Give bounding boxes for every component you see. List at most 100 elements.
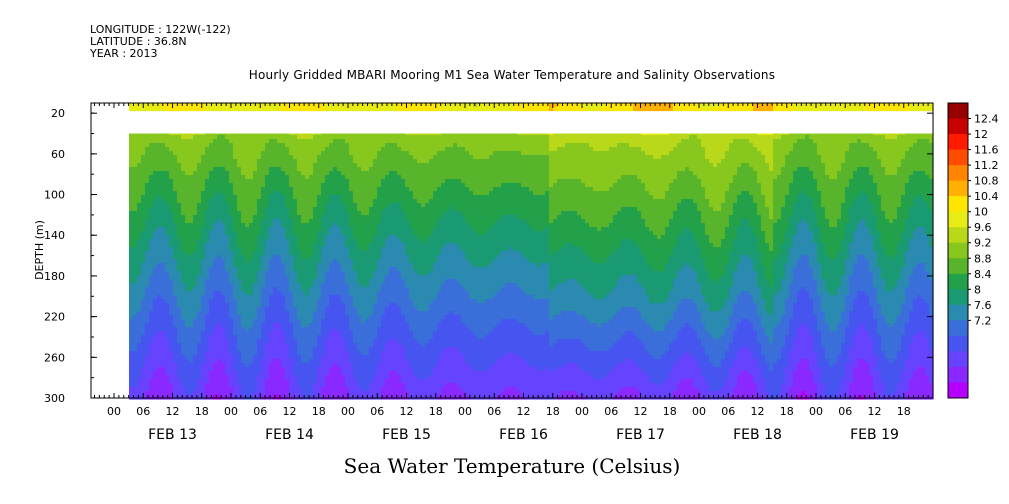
heat-cell <box>269 255 274 260</box>
heat-cell <box>225 367 230 372</box>
heat-cell <box>397 239 402 244</box>
heat-cell <box>133 335 138 340</box>
heat-cell <box>177 107 182 112</box>
heat-cell <box>129 323 134 328</box>
heat-cell <box>305 255 310 260</box>
heat-cell <box>357 383 362 388</box>
heat-cell <box>213 199 218 204</box>
heat-cell <box>317 287 322 292</box>
heat-cell <box>277 199 282 204</box>
heat-cell <box>317 239 322 244</box>
heat-cell <box>161 287 166 292</box>
heat-cell <box>253 239 258 244</box>
heat-cell <box>333 215 338 220</box>
heat-cell <box>189 395 194 400</box>
heat-cell <box>341 311 346 316</box>
heat-cell <box>361 219 366 224</box>
heat-cell <box>229 335 234 340</box>
heat-cell <box>189 275 194 280</box>
heat-cell <box>237 251 242 256</box>
heat-cell <box>309 323 314 328</box>
heat-cell <box>265 267 270 272</box>
heat-cell <box>333 335 338 340</box>
heat-cell <box>137 323 142 328</box>
heat-cell <box>337 363 342 368</box>
heat-cell <box>137 339 142 344</box>
heat-cell <box>253 231 258 236</box>
heat-cell <box>161 203 166 208</box>
heat-cell <box>197 223 202 228</box>
heat-cell <box>329 375 334 380</box>
heat-cell <box>241 163 246 168</box>
heat-cell <box>349 103 354 108</box>
heat-cell <box>373 287 378 292</box>
heat-cell <box>337 147 342 152</box>
heat-cell <box>261 103 266 108</box>
heat-cell <box>389 103 394 108</box>
heat-cell <box>177 235 182 240</box>
heat-cell <box>229 387 234 392</box>
heat-cell <box>157 291 162 296</box>
heat-cell <box>221 315 226 320</box>
heat-cell <box>377 347 382 352</box>
heat-cell <box>217 359 222 364</box>
heat-cell <box>361 291 366 296</box>
heat-cell <box>341 243 346 248</box>
heat-cell <box>333 203 338 208</box>
heat-cell <box>165 299 170 304</box>
heat-cell <box>221 299 226 304</box>
heat-cell <box>197 371 202 376</box>
heat-cell <box>325 151 330 156</box>
heat-cell <box>141 239 146 244</box>
heat-cell <box>229 151 234 156</box>
heat-cell <box>257 375 262 380</box>
heat-cell <box>197 235 202 240</box>
heat-cell <box>265 259 270 264</box>
heat-cell <box>153 259 158 264</box>
heat-cell <box>225 239 230 244</box>
heat-cell <box>317 103 322 108</box>
heat-cell <box>145 359 150 364</box>
heat-cell <box>261 315 266 320</box>
heat-cell <box>313 107 318 112</box>
heat-cell <box>153 159 158 164</box>
heat-cell <box>321 139 326 144</box>
heat-cell <box>233 143 238 148</box>
heat-cell <box>161 299 166 304</box>
heat-cell <box>277 151 282 156</box>
heat-cell <box>193 371 198 376</box>
heat-cell <box>385 247 390 252</box>
heat-cell <box>229 339 234 344</box>
heat-cell <box>137 367 142 372</box>
heat-cell <box>389 207 394 212</box>
heat-cell <box>209 223 214 228</box>
heat-cell <box>217 255 222 260</box>
heat-cell <box>309 211 314 216</box>
heat-cell <box>129 387 134 392</box>
heat-cell <box>321 187 326 192</box>
heat-cell <box>141 275 146 280</box>
heat-cell <box>305 179 310 184</box>
heat-cell <box>185 391 190 396</box>
heat-cell <box>269 159 274 164</box>
heat-cell <box>393 143 398 148</box>
heat-cell <box>149 199 154 204</box>
heat-cell <box>189 351 194 356</box>
heat-cell <box>305 383 310 388</box>
heat-cell <box>133 339 138 344</box>
heat-cell <box>341 303 346 308</box>
heat-cell <box>357 283 362 288</box>
heat-cell <box>129 343 134 348</box>
heat-cell <box>321 339 326 344</box>
heat-cell <box>253 303 258 308</box>
heat-cell <box>289 331 294 336</box>
heat-cell <box>201 203 206 208</box>
heat-cell <box>229 235 234 240</box>
heat-cell <box>389 231 394 236</box>
heat-cell <box>265 295 270 300</box>
heat-cell <box>397 207 402 212</box>
heat-cell <box>197 367 202 372</box>
heat-cell <box>281 187 286 192</box>
heat-cell <box>177 211 182 216</box>
heat-cell <box>129 279 134 284</box>
